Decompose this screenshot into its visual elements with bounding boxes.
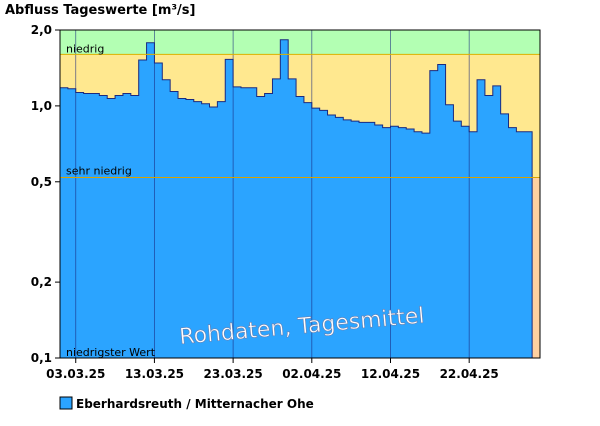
reference-label: niedrigster Wert [66, 346, 156, 359]
band-labels: niedrig sehr niedrig niedrigster Wert [66, 42, 156, 359]
plot-frame [59, 29, 541, 359]
y-axis: 2,0 1,0 0,5 0,2 0,1 [31, 23, 60, 365]
y-tick-label: 2,0 [31, 23, 52, 37]
x-axis: 03.03.25 13.03.25 23.03.25 02.04.25 12.04.25… [46, 358, 499, 381]
y-tick-label: 0,1 [31, 351, 52, 365]
legend-swatch [59, 396, 73, 410]
discharge-area [59, 39, 533, 359]
y-tick-label: 0,5 [31, 175, 52, 189]
x-tick-label: 13.03.25 [125, 367, 184, 381]
x-tick-label: 02.04.25 [282, 367, 341, 381]
vertical-gridlines [75, 30, 470, 358]
x-tick-label: 03.03.25 [46, 367, 105, 381]
legend-label: Eberhardsreuth / Mitternacher Ohe [76, 397, 314, 411]
x-tick-label: 22.04.25 [440, 367, 499, 381]
x-tick-label: 23.03.25 [204, 367, 263, 381]
chart-title: Abfluss Tageswerte [m³/s] [5, 3, 196, 18]
band-0 [60, 30, 540, 55]
y-tick-label: 0,2 [31, 275, 52, 289]
band-label-sehr-niedrig: sehr niedrig [66, 164, 132, 177]
legend: Eberhardsreuth / Mitternacher Ohe [59, 396, 314, 411]
x-tick-label: 12.04.25 [361, 367, 420, 381]
threshold-lines [60, 53, 540, 178]
y-tick-label: 1,0 [31, 99, 52, 113]
band-label-niedrig: niedrig [66, 42, 104, 55]
